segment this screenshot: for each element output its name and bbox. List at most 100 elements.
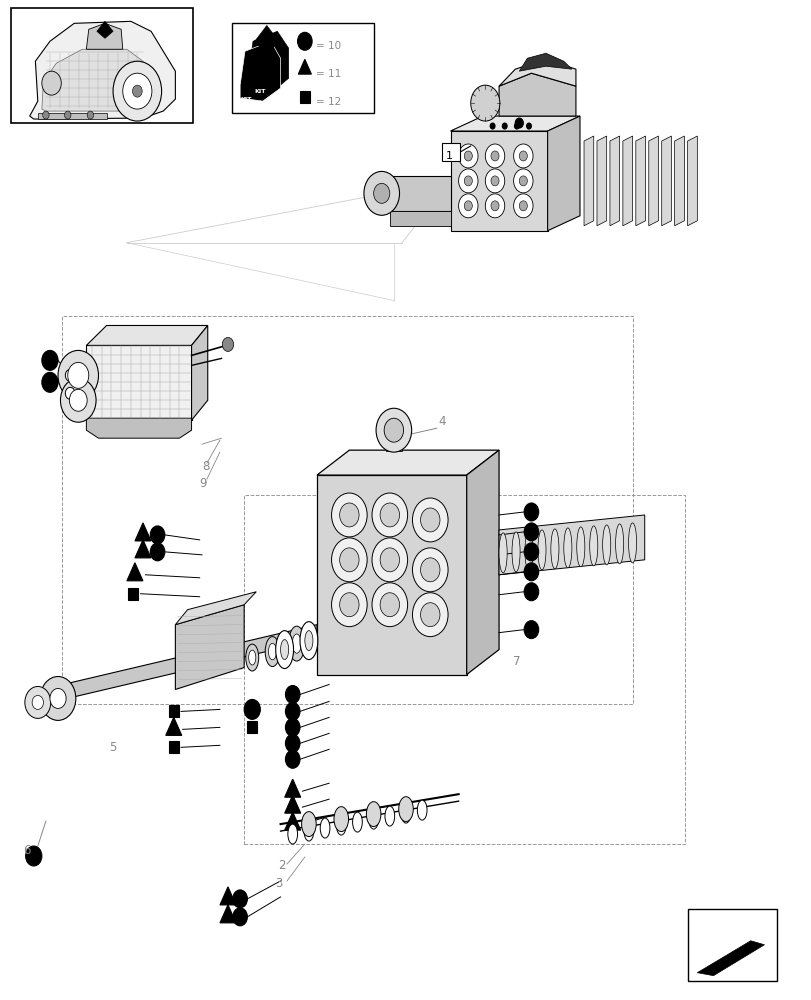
Circle shape: [132, 85, 142, 97]
Circle shape: [380, 593, 399, 617]
Circle shape: [464, 201, 472, 211]
Polygon shape: [298, 59, 311, 74]
Circle shape: [65, 387, 75, 399]
Polygon shape: [499, 73, 575, 116]
Polygon shape: [165, 717, 182, 735]
Circle shape: [524, 583, 538, 601]
Polygon shape: [583, 136, 593, 226]
Circle shape: [380, 548, 399, 572]
Circle shape: [122, 73, 152, 109]
Ellipse shape: [368, 809, 378, 829]
Polygon shape: [285, 795, 300, 813]
Ellipse shape: [246, 644, 259, 671]
Bar: [687, 909, 775, 981]
Polygon shape: [42, 49, 151, 111]
Circle shape: [371, 493, 407, 537]
Text: 7: 7: [513, 655, 520, 668]
Ellipse shape: [602, 525, 610, 565]
Circle shape: [42, 350, 58, 370]
Circle shape: [485, 169, 504, 193]
Polygon shape: [697, 941, 763, 976]
Text: 6: 6: [24, 844, 31, 857]
Circle shape: [331, 538, 367, 582]
Polygon shape: [450, 116, 579, 131]
Polygon shape: [240, 41, 281, 101]
Circle shape: [412, 593, 448, 637]
Ellipse shape: [550, 529, 558, 569]
Bar: [169, 705, 178, 717]
Polygon shape: [381, 176, 450, 211]
Circle shape: [524, 563, 538, 581]
Polygon shape: [255, 25, 279, 55]
Circle shape: [331, 493, 367, 537]
Text: 3: 3: [275, 877, 282, 890]
Circle shape: [331, 583, 367, 627]
Ellipse shape: [288, 626, 304, 661]
Circle shape: [339, 503, 358, 527]
Polygon shape: [499, 515, 644, 575]
Circle shape: [69, 389, 87, 411]
Circle shape: [285, 702, 299, 720]
Circle shape: [420, 508, 440, 532]
Ellipse shape: [268, 643, 276, 660]
Polygon shape: [86, 23, 122, 49]
Circle shape: [42, 372, 58, 392]
Polygon shape: [519, 53, 571, 71]
Bar: [232, 23, 373, 113]
Circle shape: [41, 677, 75, 720]
Text: = 10: = 10: [315, 41, 341, 51]
Text: = 12: = 12: [315, 97, 341, 107]
Ellipse shape: [248, 650, 255, 665]
Text: KIT: KIT: [240, 97, 251, 102]
Circle shape: [371, 538, 407, 582]
Circle shape: [339, 548, 358, 572]
Circle shape: [371, 583, 407, 627]
Circle shape: [67, 362, 88, 388]
Circle shape: [233, 890, 247, 908]
Circle shape: [60, 378, 96, 422]
Circle shape: [285, 750, 299, 768]
Circle shape: [285, 734, 299, 752]
Circle shape: [491, 176, 499, 186]
Circle shape: [150, 543, 165, 561]
Polygon shape: [42, 625, 316, 704]
Text: KIT: KIT: [255, 89, 266, 94]
Circle shape: [25, 686, 51, 718]
Polygon shape: [466, 450, 499, 675]
Circle shape: [375, 408, 411, 452]
Ellipse shape: [301, 812, 315, 837]
Circle shape: [464, 151, 472, 161]
Text: 9: 9: [199, 477, 206, 490]
Bar: [442, 143, 460, 161]
Circle shape: [514, 123, 519, 129]
Polygon shape: [687, 136, 697, 226]
Ellipse shape: [336, 815, 345, 835]
Circle shape: [519, 176, 526, 186]
Polygon shape: [97, 21, 113, 38]
Polygon shape: [86, 325, 208, 345]
Circle shape: [524, 503, 538, 521]
Text: 5: 5: [109, 741, 116, 754]
Text: = 11: = 11: [315, 69, 341, 79]
Polygon shape: [38, 113, 106, 119]
Ellipse shape: [299, 622, 317, 660]
Circle shape: [339, 593, 358, 617]
Circle shape: [285, 685, 299, 703]
Polygon shape: [661, 136, 671, 226]
Ellipse shape: [333, 807, 348, 832]
Circle shape: [43, 111, 49, 119]
Circle shape: [233, 908, 247, 926]
Circle shape: [244, 699, 260, 719]
Circle shape: [113, 61, 161, 121]
Circle shape: [458, 144, 478, 168]
Polygon shape: [596, 136, 606, 226]
Polygon shape: [389, 211, 450, 226]
Circle shape: [513, 194, 532, 218]
Polygon shape: [220, 887, 236, 905]
Polygon shape: [248, 31, 288, 93]
Bar: [128, 588, 138, 600]
Ellipse shape: [265, 637, 280, 667]
Bar: [62, 316, 632, 704]
Ellipse shape: [563, 528, 571, 568]
Circle shape: [519, 201, 526, 211]
